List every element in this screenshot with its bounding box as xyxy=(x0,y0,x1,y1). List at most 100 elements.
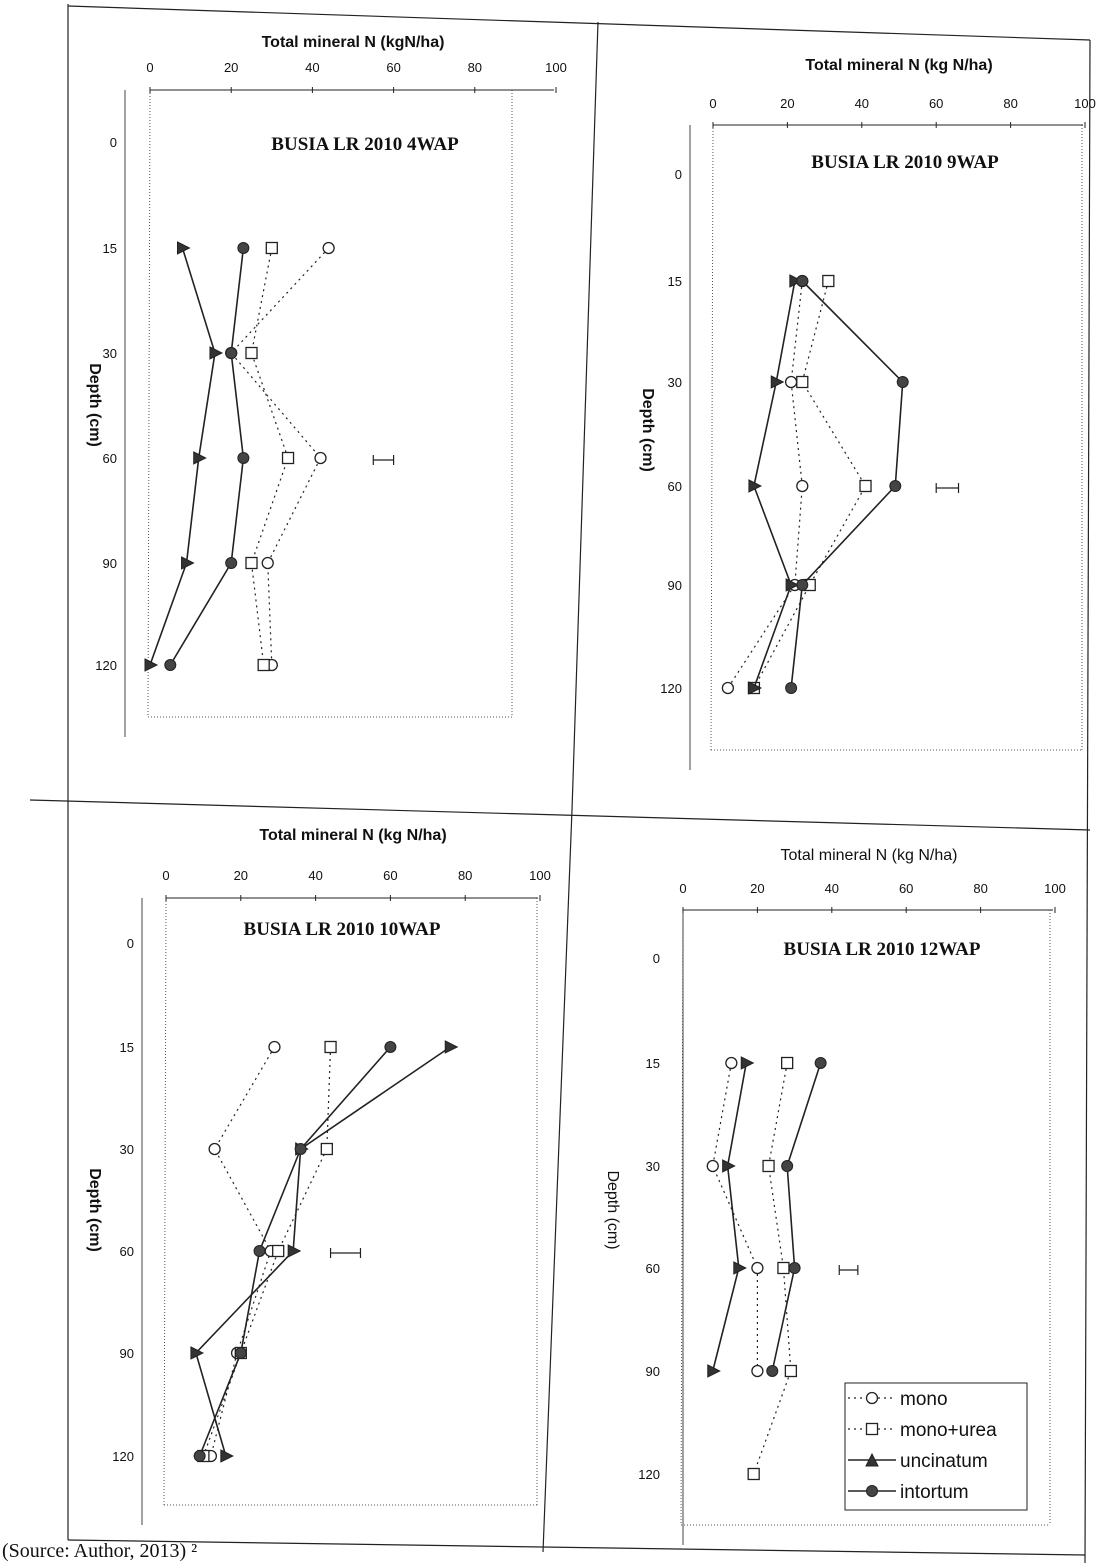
y-axis-title: Depth (cm) xyxy=(86,363,103,447)
series-mono xyxy=(721,274,809,695)
y-tick-label: 15 xyxy=(668,274,682,289)
frame-horizontal-divider xyxy=(29,799,1091,831)
y-tick-label: 30 xyxy=(120,1142,134,1157)
data-point-intortum xyxy=(781,1160,794,1172)
legend-label: intortum xyxy=(900,1482,969,1503)
data-point-uncinatum xyxy=(785,578,800,592)
data-point-uncinatum xyxy=(209,346,224,360)
x-tick-label: 0 xyxy=(146,60,153,75)
y-tick-label: 0 xyxy=(675,167,682,182)
data-point-intortum xyxy=(788,1262,801,1274)
x-tick-label: 80 xyxy=(973,881,987,896)
series-line-mono xyxy=(727,280,803,689)
frame-right-border xyxy=(1084,39,1091,1563)
legend-item-uncinatum: uncinatum xyxy=(848,1451,988,1472)
x-tick-label: 20 xyxy=(780,96,794,111)
series-mono xyxy=(204,1040,281,1463)
data-point-mono-plus-urea xyxy=(324,1040,337,1054)
series-line-uncinatum xyxy=(195,1046,451,1457)
x-tick-label: 80 xyxy=(458,868,472,883)
data-point-mono-plus-urea xyxy=(796,375,809,389)
series-mono-plus-urea xyxy=(245,241,295,672)
panel-3: Total mineral N (kg N/ha) 0 20 40 60 80 100 0 15… xyxy=(86,827,551,1525)
series-uncinatum xyxy=(190,1040,459,1463)
data-point-uncinatum xyxy=(707,1364,721,1378)
series-uncinatum xyxy=(707,1056,755,1378)
y-tick-label: 120 xyxy=(95,658,117,673)
data-point-mono xyxy=(261,556,274,570)
data-point-mono xyxy=(784,375,798,389)
x-tick-label: 60 xyxy=(899,881,913,896)
data-point-intortum xyxy=(814,1057,827,1069)
series-line-mono xyxy=(230,247,330,666)
y-tick-label: 90 xyxy=(668,578,682,593)
y-tick-label: 60 xyxy=(120,1244,134,1259)
y-tick-label: 30 xyxy=(103,346,117,361)
x-tick-label: 60 xyxy=(386,60,400,75)
error-bar xyxy=(329,1248,362,1258)
data-point-uncinatum xyxy=(733,1261,747,1275)
panel-4: Total mineral N (kg N/ha) 0 20 40 60 80 100 0 15… xyxy=(604,847,1066,1545)
panel-title: BUSIA LR 2010 12WAP xyxy=(784,939,981,960)
data-point-uncinatum xyxy=(722,1159,736,1173)
x-tick-label: 60 xyxy=(929,96,943,111)
x-axis-title: Total mineral N (kg N/ha) xyxy=(781,847,958,864)
data-point-uncinatum xyxy=(220,1449,234,1463)
y-axis-title: Depth (cm) xyxy=(86,1168,103,1252)
series-line-uncinatum xyxy=(149,247,216,666)
legend-marker-mono xyxy=(865,1391,879,1405)
data-point-mono xyxy=(751,1261,764,1275)
data-point-intortum xyxy=(384,1041,397,1053)
data-point-mono-plus-urea xyxy=(762,1159,775,1173)
data-point-mono xyxy=(721,681,735,695)
data-point-mono-plus-urea xyxy=(245,556,258,570)
plot-left-border xyxy=(147,89,151,718)
x-tick-label: 20 xyxy=(234,868,248,883)
data-point-uncinatum xyxy=(770,375,785,389)
series-line-mono xyxy=(712,1062,759,1371)
x-axis-title: Total mineral N (kgN/ha) xyxy=(262,34,445,51)
data-point-intortum xyxy=(253,1245,266,1257)
panel-title: BUSIA LR 2010 4WAP xyxy=(271,134,459,155)
panel-title: BUSIA LR 2010 9WAP xyxy=(811,152,999,173)
x-tick-label: 0 xyxy=(679,881,686,896)
x-tick-label: 40 xyxy=(855,96,869,111)
data-point-intortum xyxy=(796,579,809,591)
data-point-uncinatum xyxy=(181,556,195,570)
data-point-uncinatum xyxy=(176,241,191,255)
series-line-intortum xyxy=(771,1062,822,1372)
data-point-uncinatum xyxy=(144,658,159,672)
x-tick-label: 60 xyxy=(383,868,397,883)
data-point-mono xyxy=(725,1056,738,1070)
y-tick-label: 15 xyxy=(103,241,117,256)
data-point-intortum xyxy=(889,480,902,492)
data-point-mono-plus-urea xyxy=(281,451,295,465)
data-point-uncinatum xyxy=(287,1244,302,1258)
data-point-intortum xyxy=(294,1143,307,1155)
series-mono xyxy=(706,1056,764,1378)
data-point-mono xyxy=(314,451,327,465)
figure-frame xyxy=(29,4,1091,1563)
frame-vertical-divider-top xyxy=(571,21,599,811)
panel-title: BUSIA LR 2010 10WAP xyxy=(244,919,441,940)
data-point-intortum xyxy=(237,452,250,464)
frame-vertical-divider-bottom xyxy=(542,809,573,1553)
y-tick-label: 0 xyxy=(110,135,117,150)
series-intortum xyxy=(193,1041,397,1462)
series-line-uncinatum xyxy=(711,1062,748,1372)
data-point-uncinatum xyxy=(444,1040,459,1054)
data-point-intortum xyxy=(164,659,177,671)
series-uncinatum xyxy=(748,274,803,695)
data-point-mono-plus-urea xyxy=(784,1364,798,1378)
data-point-uncinatum xyxy=(190,1346,205,1360)
source-caption: (Source: Author, 2013) ² xyxy=(2,1540,197,1562)
x-tick-label: 20 xyxy=(224,60,238,75)
data-point-uncinatum xyxy=(748,681,763,695)
legend-label: mono xyxy=(900,1389,948,1410)
legend-label: uncinatum xyxy=(900,1451,988,1472)
y-tick-label: 120 xyxy=(638,1467,660,1482)
data-point-mono xyxy=(268,1040,281,1054)
y-tick-label: 30 xyxy=(668,375,682,390)
legend-item-mono: mono xyxy=(848,1389,948,1410)
